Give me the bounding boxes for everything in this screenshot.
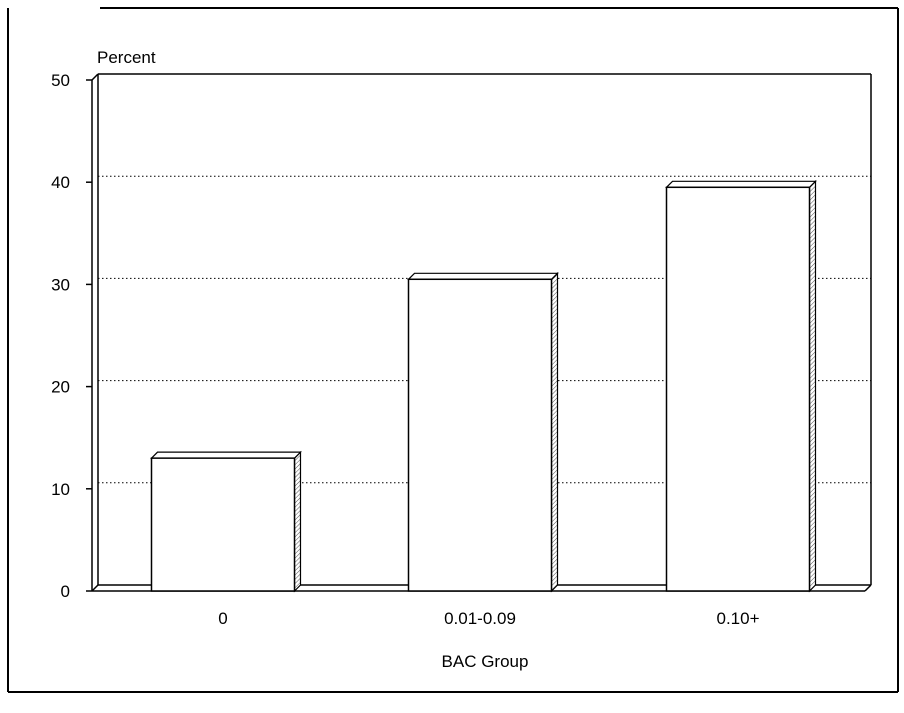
x-tick-label: 0	[218, 609, 227, 628]
y-tick-label: 40	[51, 173, 70, 192]
y-tick-label: 20	[51, 378, 70, 397]
y-axis-label: Percent	[97, 48, 156, 67]
outer-frame	[7, 7, 899, 693]
x-axis-label: BAC Group	[442, 652, 529, 671]
bars	[150, 179, 817, 593]
bar	[150, 450, 302, 593]
bar	[665, 179, 817, 593]
y-axis-ticks: 0 10 20 30 40 50	[51, 71, 92, 601]
x-axis-ticks: 0 0.01-0.09 0.10+	[218, 609, 759, 628]
bar	[407, 271, 559, 593]
y-tick-label: 10	[51, 480, 70, 499]
y-tick-label: 50	[51, 71, 70, 90]
y-tick-label: 30	[51, 275, 70, 294]
x-tick-label: 0.01-0.09	[444, 609, 516, 628]
y-tick-label: 0	[61, 582, 70, 601]
x-tick-label: 0.10+	[716, 609, 759, 628]
